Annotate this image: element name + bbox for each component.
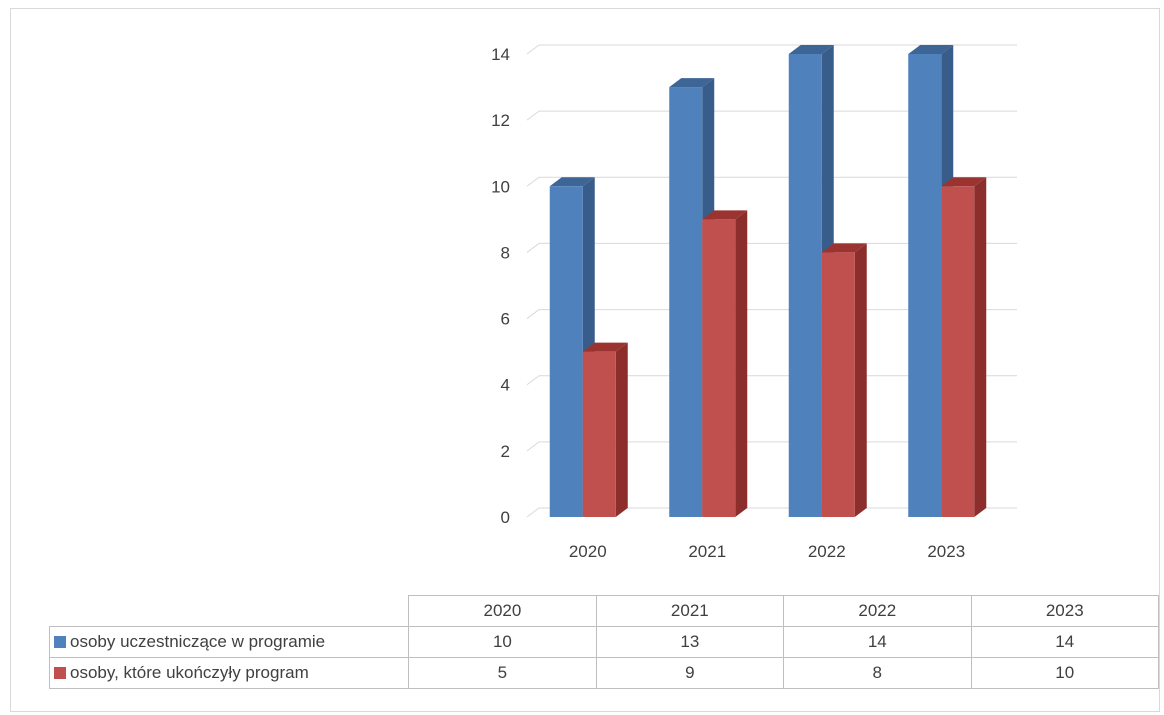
table-cell: 13 <box>595 626 785 658</box>
bar-top <box>788 45 834 54</box>
gridline-side <box>526 309 540 319</box>
table-header-cell: 2021 <box>595 595 785 627</box>
table-cell: 14 <box>970 626 1159 658</box>
bar <box>788 54 822 517</box>
table-cell: 9 <box>595 657 785 689</box>
y-tick-label: 12 <box>491 111 510 130</box>
series-2-label: osoby, które ukończyły program <box>70 663 309 682</box>
bar-top <box>702 210 748 220</box>
x-tick-label: 2022 <box>808 542 846 561</box>
series-1-label: osoby uczestniczące w programie <box>70 632 326 651</box>
table-header-cell: 2020 <box>408 595 597 627</box>
y-tick-label: 2 <box>501 442 510 461</box>
y-tick-label: 0 <box>501 508 510 527</box>
chart-area: 0 2 4 6 8 10 12 14 2020 2021 2022 2023 2020 2021 20… <box>10 8 1160 712</box>
y-tick-label: 10 <box>491 177 510 196</box>
table-row-label: osoby, które ukończyły program <box>48 657 410 689</box>
gridline-side <box>526 243 540 253</box>
bar <box>941 186 975 518</box>
table-cell: 5 <box>408 657 597 689</box>
table-cell: 14 <box>783 626 972 658</box>
bar <box>908 54 942 517</box>
gridline-side <box>526 44 540 55</box>
y-tick-label: 4 <box>501 376 510 395</box>
data-table: 2020 2021 2022 2023 osoby uczestniczące … <box>48 595 1159 689</box>
table-header-cell: 2022 <box>783 595 972 627</box>
bar-top <box>908 45 954 54</box>
bar-top <box>941 177 987 187</box>
table-cell: 10 <box>408 626 597 658</box>
bar-top <box>669 78 715 88</box>
table-row: osoby uczestniczące w programie 10 13 14… <box>48 626 1159 658</box>
series-2-swatch-icon <box>54 667 66 679</box>
bar-side <box>854 243 867 517</box>
x-tick-label: 2020 <box>569 542 607 561</box>
bar-side <box>974 177 987 518</box>
table-cell: 8 <box>783 657 972 689</box>
bar <box>582 351 616 517</box>
table-row-label: osoby uczestniczące w programie <box>48 626 410 658</box>
gridline-side <box>526 441 540 452</box>
bar-chart: 0 2 4 6 8 10 12 14 2020 2021 2022 2023 <box>491 44 1017 561</box>
bar <box>702 219 736 517</box>
bar <box>669 87 703 518</box>
bar-top <box>821 243 867 253</box>
x-tick-label: 2023 <box>927 542 965 561</box>
bar-top <box>582 342 628 352</box>
gridline-side <box>526 110 540 121</box>
bar-side <box>735 210 748 517</box>
bar-top <box>549 177 595 187</box>
table-header-cell: 2023 <box>970 595 1159 627</box>
series-1-swatch-icon <box>54 636 66 648</box>
x-tick-label: 2021 <box>688 542 726 561</box>
y-tick-label: 14 <box>491 45 510 64</box>
y-tick-label: 8 <box>501 243 510 262</box>
bar <box>549 186 583 518</box>
table-cell: 10 <box>970 657 1159 689</box>
bar-side <box>615 342 628 517</box>
gridline-side <box>526 507 540 518</box>
gridline-side <box>526 176 540 187</box>
bar <box>821 252 855 517</box>
y-tick-label: 6 <box>501 310 510 329</box>
table-row: osoby, które ukończyły program 5 9 8 10 <box>48 657 1159 689</box>
table-corner-cell <box>49 595 410 627</box>
gridline-side <box>526 375 540 386</box>
table-header-row: 2020 2021 2022 2023 <box>49 595 1159 627</box>
